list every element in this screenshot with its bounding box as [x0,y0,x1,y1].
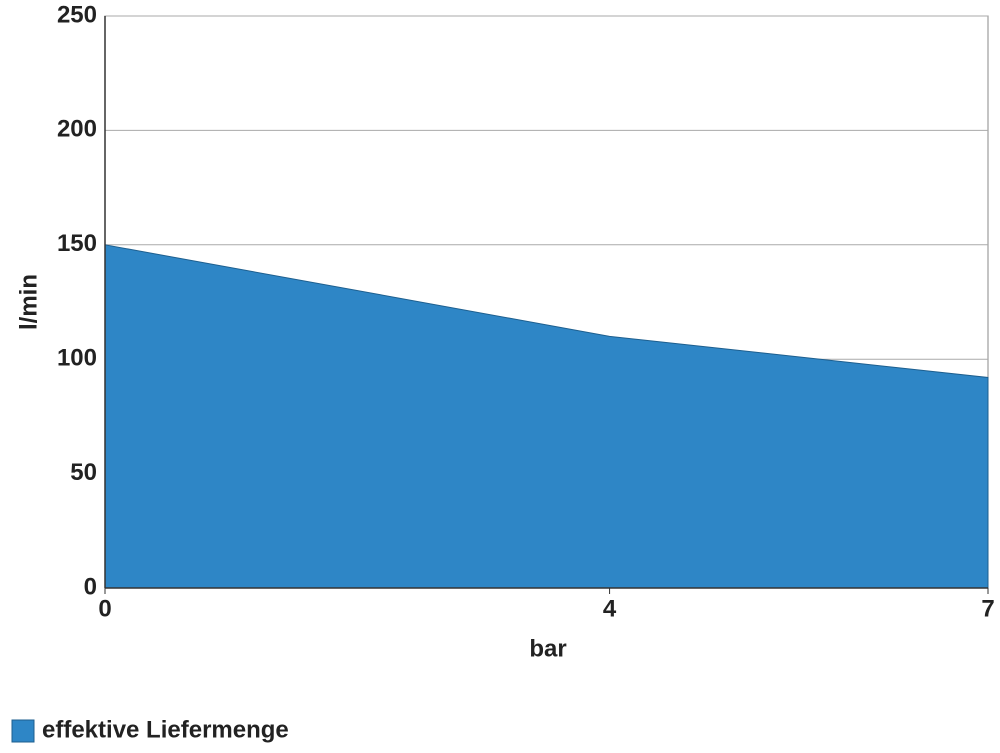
x-tick-label: 0 [98,595,111,622]
y-tick-label: 0 [84,573,97,600]
y-tick-label: 50 [70,459,97,486]
legend-swatch [11,719,35,743]
y-tick-label: 100 [57,345,97,372]
y-axis-label: l/min [15,274,42,330]
y-tick-label: 200 [57,116,97,143]
x-tick-label: 7 [981,595,994,622]
x-axis-label: bar [529,635,566,662]
x-tick-label: 4 [603,595,617,622]
y-tick-label: 150 [57,230,97,257]
y-tick-label: 250 [57,1,97,28]
legend-label: effektive Liefermenge [42,716,289,743]
